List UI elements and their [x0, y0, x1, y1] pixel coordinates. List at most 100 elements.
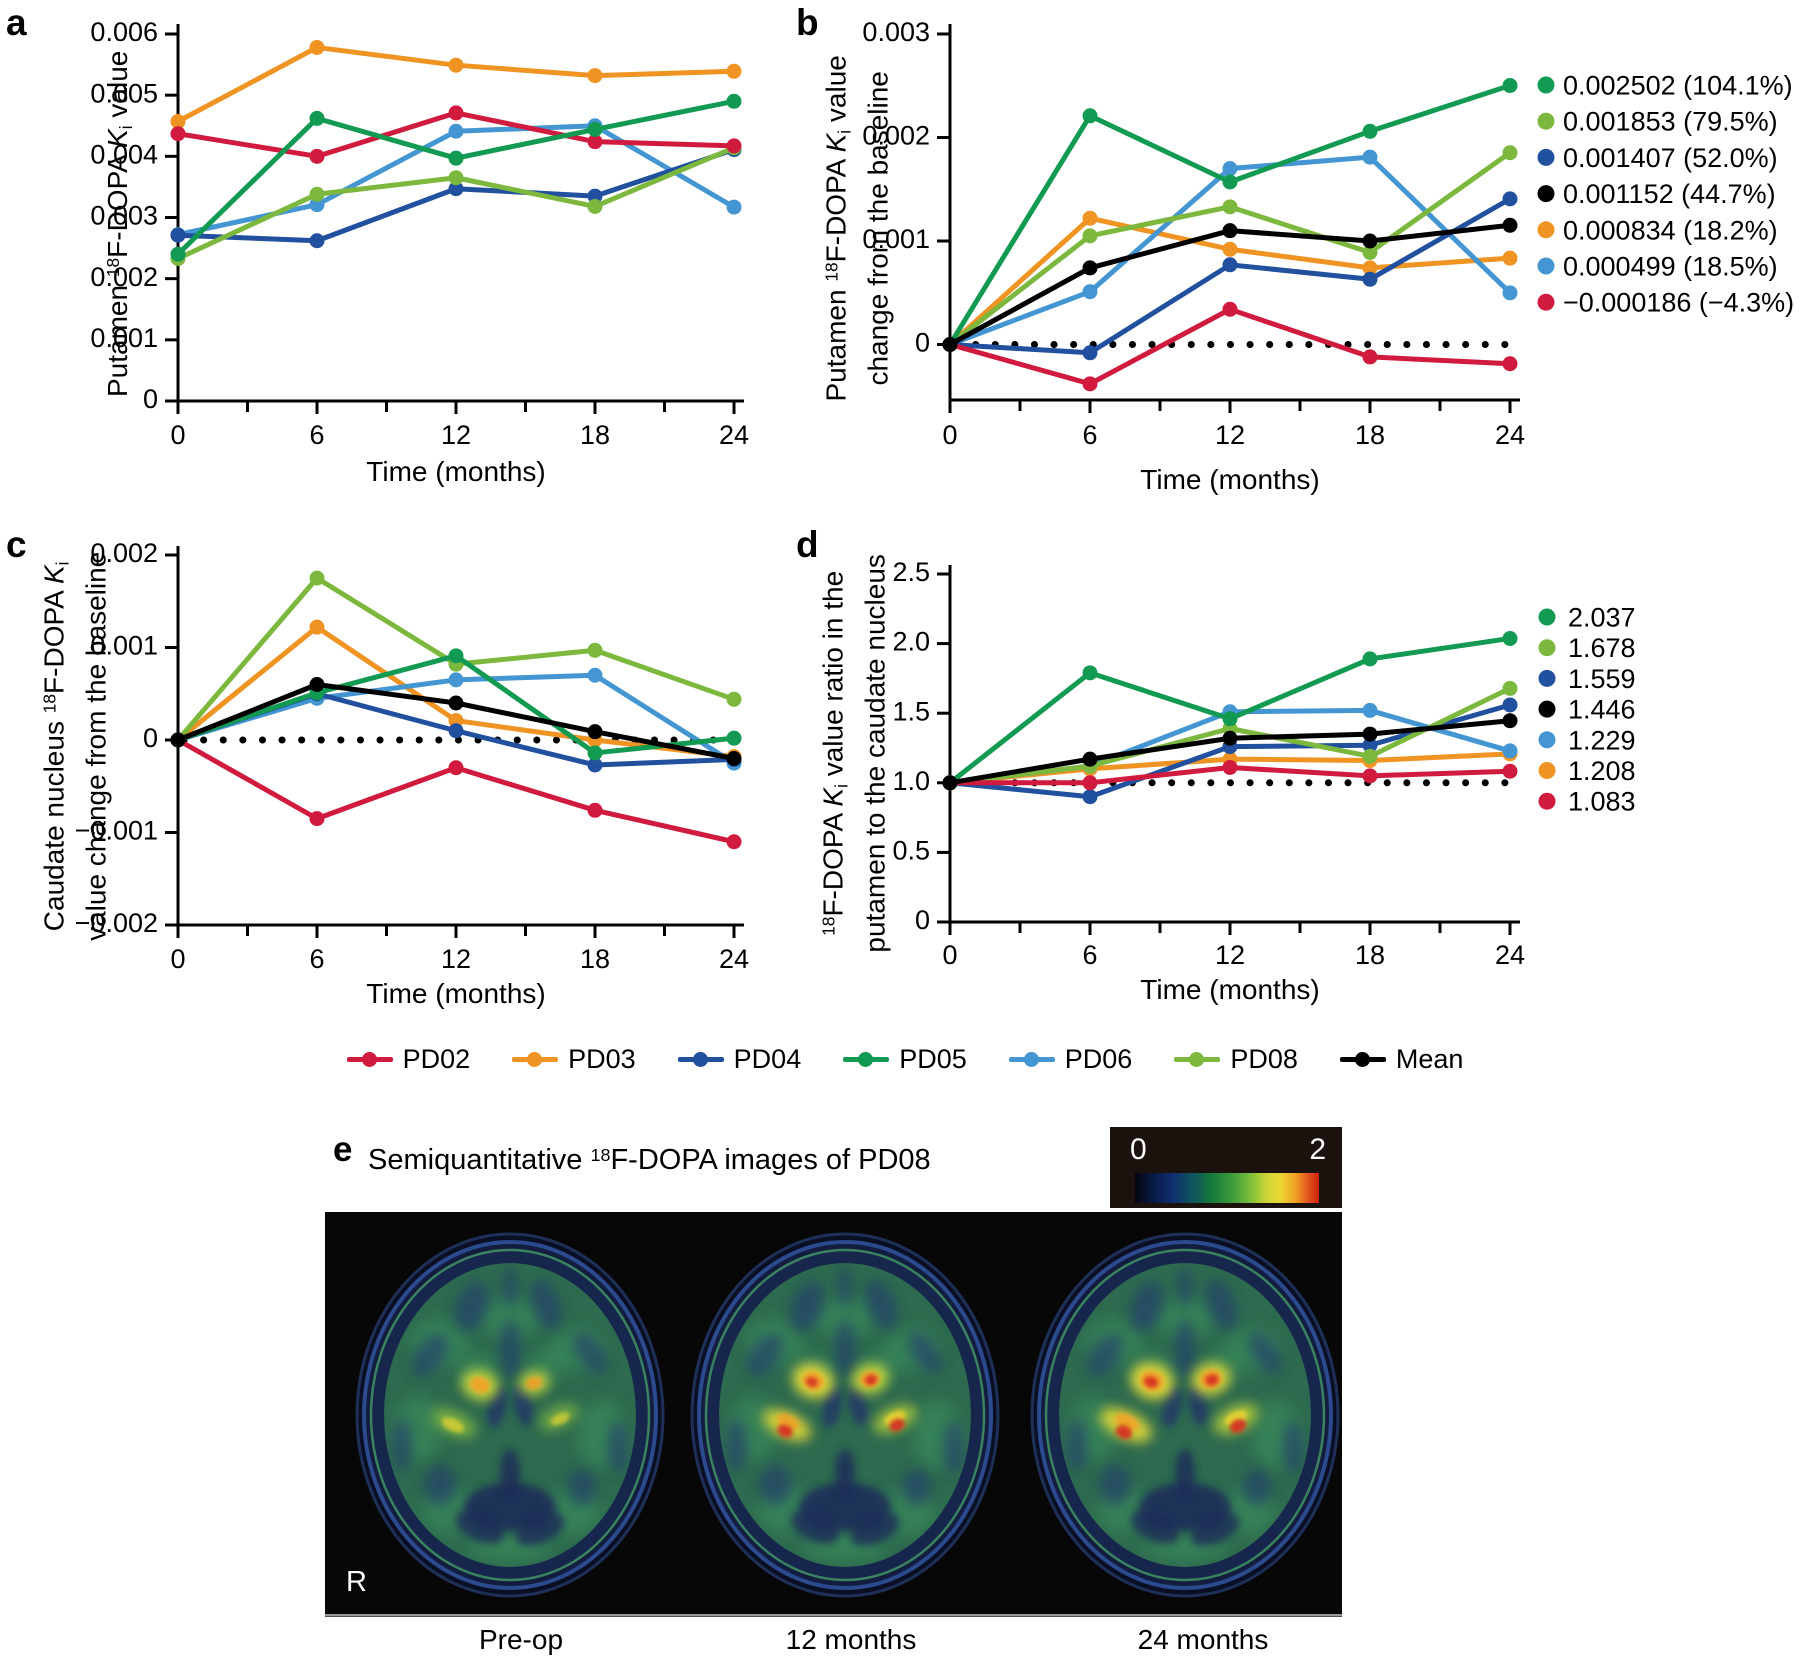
legend-dot-PD06	[1537, 257, 1555, 275]
sulcus	[1205, 1280, 1237, 1330]
chart-a: 0 0.001 0.002 0.003 0.004 0.005 0.006 0 6 12 18 24 T…	[90, 17, 749, 487]
legend-value-Mean: 1.446	[1568, 695, 1636, 725]
data-point-PD02	[309, 148, 325, 164]
sulcus	[530, 1280, 562, 1330]
y-tick-label: 0.001	[862, 224, 930, 254]
posterior-dark	[850, 1512, 900, 1546]
ventricle	[1188, 1384, 1208, 1426]
data-point-PD05	[1222, 711, 1238, 727]
data-point-PD05	[448, 150, 464, 166]
sulcus	[789, 1281, 825, 1333]
panel-e-title: Semiquantitative 18F-DOPA images of PD08	[368, 1144, 931, 1176]
data-point-PD02	[726, 834, 742, 850]
legend-dot-PD02	[1538, 792, 1556, 810]
x-tick-label: 24	[719, 420, 749, 450]
sulcus	[1178, 1267, 1192, 1307]
x-tick-label: 24	[1495, 940, 1525, 970]
sulcus	[838, 1267, 852, 1307]
sulcus	[1283, 1421, 1303, 1473]
data-point-PD03	[448, 57, 464, 73]
data-point-PD02	[448, 760, 464, 776]
data-point-PD04	[1362, 737, 1378, 753]
data-point-PD02	[170, 126, 186, 142]
data-point-PD04	[1082, 789, 1098, 805]
y-tick-label: 2.0	[892, 627, 930, 657]
x-tick-label: 12	[1215, 420, 1245, 450]
data-point-PD04	[587, 188, 603, 204]
data-point-Mean	[1502, 217, 1518, 233]
x-tick-label: 24	[1495, 420, 1525, 450]
data-point-PD06	[726, 199, 742, 215]
y-tick-label: −0.001	[75, 816, 158, 846]
legend-marker-PD04	[677, 1051, 724, 1068]
pet-image-panel	[325, 1212, 1342, 1617]
data-point-PD08	[1502, 145, 1518, 161]
x-tick-label: 0	[170, 944, 185, 974]
brain-slice-preop	[355, 1232, 665, 1598]
y-tick-label: 1.0	[892, 766, 930, 796]
legend-marker-PD06	[1008, 1051, 1055, 1068]
data-point-PD04	[1082, 345, 1098, 361]
data-point-Mean	[942, 337, 958, 352]
y-tick-label: 0	[143, 723, 158, 753]
data-point-Mean	[1082, 260, 1098, 276]
data-point-PD05	[1082, 108, 1098, 124]
y-tick-label: 0.002	[90, 538, 158, 568]
sulcus	[1067, 1419, 1087, 1471]
panel-c-letter: c	[6, 524, 27, 565]
legend-dot	[858, 1051, 874, 1067]
data-point-Mean	[170, 732, 186, 748]
data-point-PD04	[1222, 257, 1238, 273]
y-tick-label: 1.5	[892, 696, 930, 726]
sulcus	[503, 1267, 517, 1307]
y-tick-label: 0.003	[90, 201, 158, 231]
data-point-PD04	[1362, 271, 1378, 287]
x-axis-title: Time (months)	[1140, 974, 1319, 1005]
legend-dot	[1023, 1051, 1039, 1067]
x-tick-label: 24	[719, 944, 749, 974]
data-point-PD06	[1502, 743, 1518, 759]
y-tick-label: 0.002	[862, 121, 930, 151]
data-point-PD05	[1222, 174, 1238, 190]
data-point-PD08	[726, 691, 742, 707]
sulcus	[1129, 1281, 1165, 1333]
x-tick-label: 18	[580, 944, 610, 974]
x-tick-label: 0	[942, 940, 957, 970]
data-point-PD02	[1362, 349, 1378, 365]
data-point-PD06	[1502, 285, 1518, 301]
sulcus	[865, 1280, 897, 1330]
y-tick-label: 0	[915, 328, 930, 358]
legend-item-PD05: PD05	[843, 1044, 967, 1075]
data-point-PD03	[726, 63, 742, 79]
legend-value-PD02: 1.083	[1568, 787, 1636, 817]
legend-dot-Mean	[1537, 185, 1555, 203]
legend-value-PD08: 0.001853 (79.5%)	[1563, 107, 1778, 137]
posterior-dark	[1130, 1510, 1180, 1544]
data-point-PD08	[587, 198, 603, 214]
image-label-24months: 24 months	[1137, 1624, 1269, 1655]
data-point-PD05	[170, 246, 186, 262]
y-tick-label: 0.001	[90, 631, 158, 661]
y-tick-label: 2.5	[892, 557, 930, 587]
data-point-PD04	[1502, 191, 1518, 207]
data-point-Mean	[1362, 726, 1378, 742]
y-tick-label: 0.004	[90, 139, 158, 169]
legend-dot	[361, 1051, 377, 1067]
y-tick-label: 0.003	[862, 17, 930, 47]
x-tick-label: 6	[1082, 420, 1097, 450]
sulcus	[608, 1421, 628, 1473]
data-point-PD03	[1362, 260, 1378, 276]
sulcus	[424, 1465, 456, 1505]
data-point-PD04	[587, 757, 603, 773]
data-point-PD02	[587, 134, 603, 150]
legend-label: PD06	[1064, 1043, 1133, 1074]
legend-item-PD06: PD06	[1008, 1043, 1133, 1075]
y-tick-label: 0	[143, 384, 158, 414]
orientation-label: R	[346, 1566, 367, 1598]
data-point-PD08	[1222, 199, 1238, 215]
sulcus	[454, 1281, 490, 1333]
cortex-patch	[811, 1297, 879, 1337]
data-point-PD06	[1222, 161, 1238, 177]
uptake-hotspot	[865, 1374, 877, 1386]
image-label-preop: Pre-op	[478, 1624, 564, 1655]
